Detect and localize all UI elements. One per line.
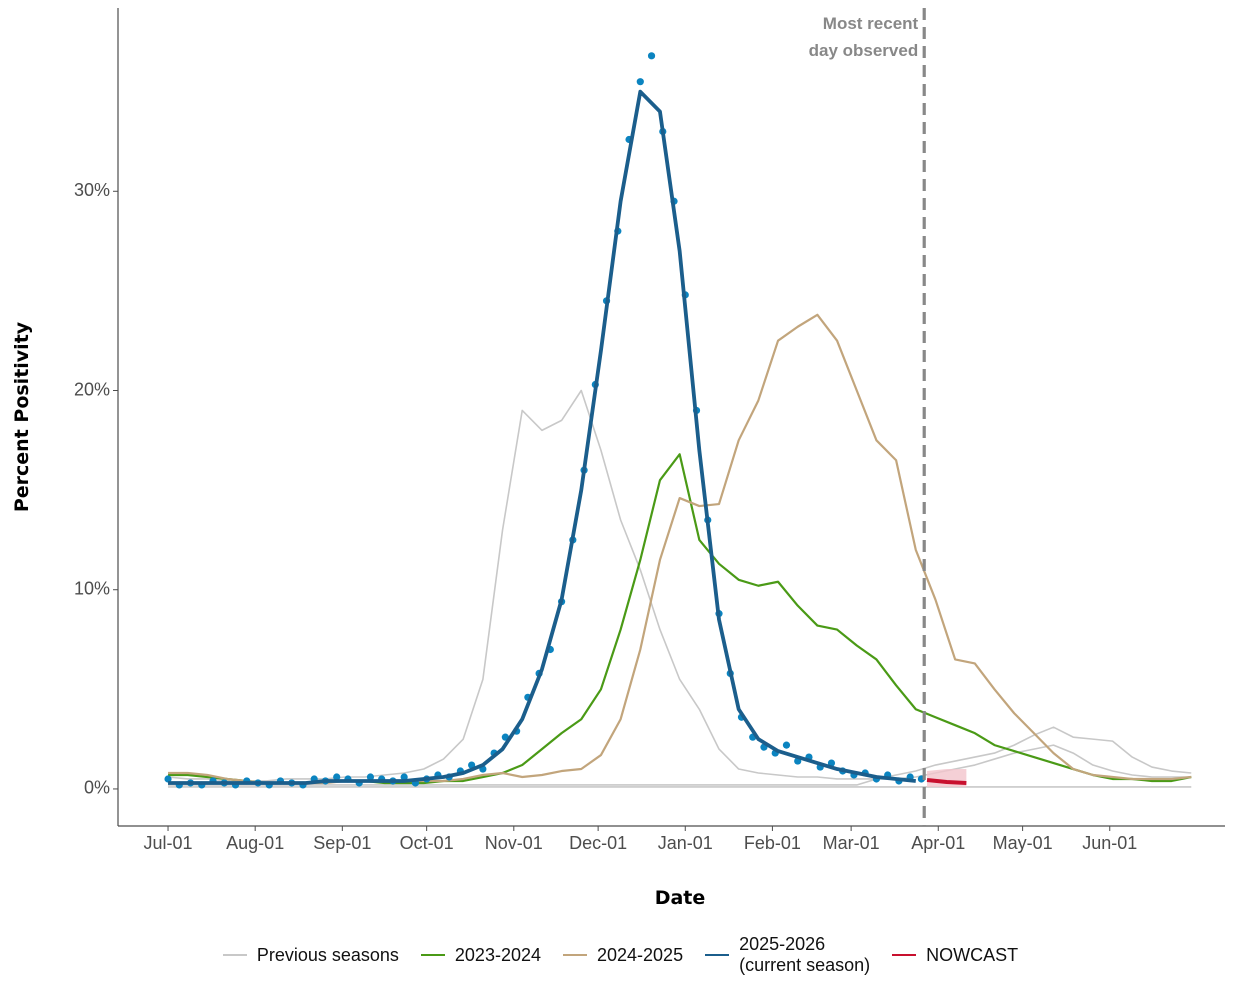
data-point bbox=[333, 773, 341, 781]
legend-swatch bbox=[563, 954, 587, 956]
y-tick-label: 30% bbox=[74, 180, 110, 200]
x-tick-label: Dec-01 bbox=[569, 833, 627, 853]
legend-label: 2024-2025 bbox=[597, 944, 684, 965]
x-tick-label: May-01 bbox=[993, 833, 1053, 853]
legend-item: Previous seasons bbox=[222, 944, 399, 966]
data-point bbox=[164, 775, 172, 783]
x-tick-label: Jul-01 bbox=[144, 833, 193, 853]
data-point bbox=[647, 52, 656, 60]
legend-label: 2025-2026 (current season) bbox=[739, 934, 871, 975]
y-tick-label: 20% bbox=[74, 379, 110, 399]
x-tick-label: Sep-01 bbox=[313, 833, 371, 853]
previous-season-line bbox=[167, 389, 1192, 782]
legend-item: NOWCAST bbox=[892, 945, 1018, 966]
season-line bbox=[168, 313, 1192, 785]
data-point bbox=[366, 773, 375, 781]
previous-season-line bbox=[168, 726, 1192, 786]
current-season-line bbox=[168, 89, 916, 785]
x-tick-label: Jan-01 bbox=[658, 833, 713, 853]
vline-annotation: Most recent day observed bbox=[808, 14, 919, 60]
x-tick-label: Mar-01 bbox=[823, 833, 880, 853]
x-tick-label: Apr-01 bbox=[911, 833, 965, 853]
data-point bbox=[782, 741, 791, 749]
legend-swatch bbox=[705, 954, 730, 956]
x-tick-label: Jun-01 bbox=[1082, 833, 1137, 853]
x-axis-title: Date bbox=[655, 887, 706, 909]
x-tick-label: Oct-01 bbox=[400, 833, 454, 853]
y-tick-label: 0% bbox=[84, 778, 110, 798]
legend-item: 2024-2025 bbox=[563, 945, 683, 966]
y-axis-title: Percent Positivity bbox=[11, 321, 33, 512]
legend-label: NOWCAST bbox=[926, 944, 1019, 965]
x-tick-label: Aug-01 bbox=[226, 833, 284, 853]
legend-label: 2023-2024 bbox=[454, 944, 541, 965]
legend-swatch bbox=[892, 954, 917, 956]
legend-item: 2025-2026 (current season) bbox=[705, 934, 870, 976]
data-point bbox=[636, 78, 644, 86]
legend-swatch bbox=[222, 954, 247, 956]
x-tick-label: Nov-01 bbox=[485, 833, 543, 853]
legend-label: Previous seasons bbox=[256, 944, 399, 965]
legend-item: 2023-2024 bbox=[420, 944, 541, 966]
legend: Previous seasons 2023-2024 2024-2025 2025-2… bbox=[0, 934, 1241, 976]
nowcast-line bbox=[926, 777, 967, 785]
x-tick-label: Feb-01 bbox=[744, 833, 801, 853]
data-point bbox=[400, 773, 408, 781]
y-tick-label: 10% bbox=[74, 578, 110, 598]
legend-swatch bbox=[420, 954, 445, 956]
